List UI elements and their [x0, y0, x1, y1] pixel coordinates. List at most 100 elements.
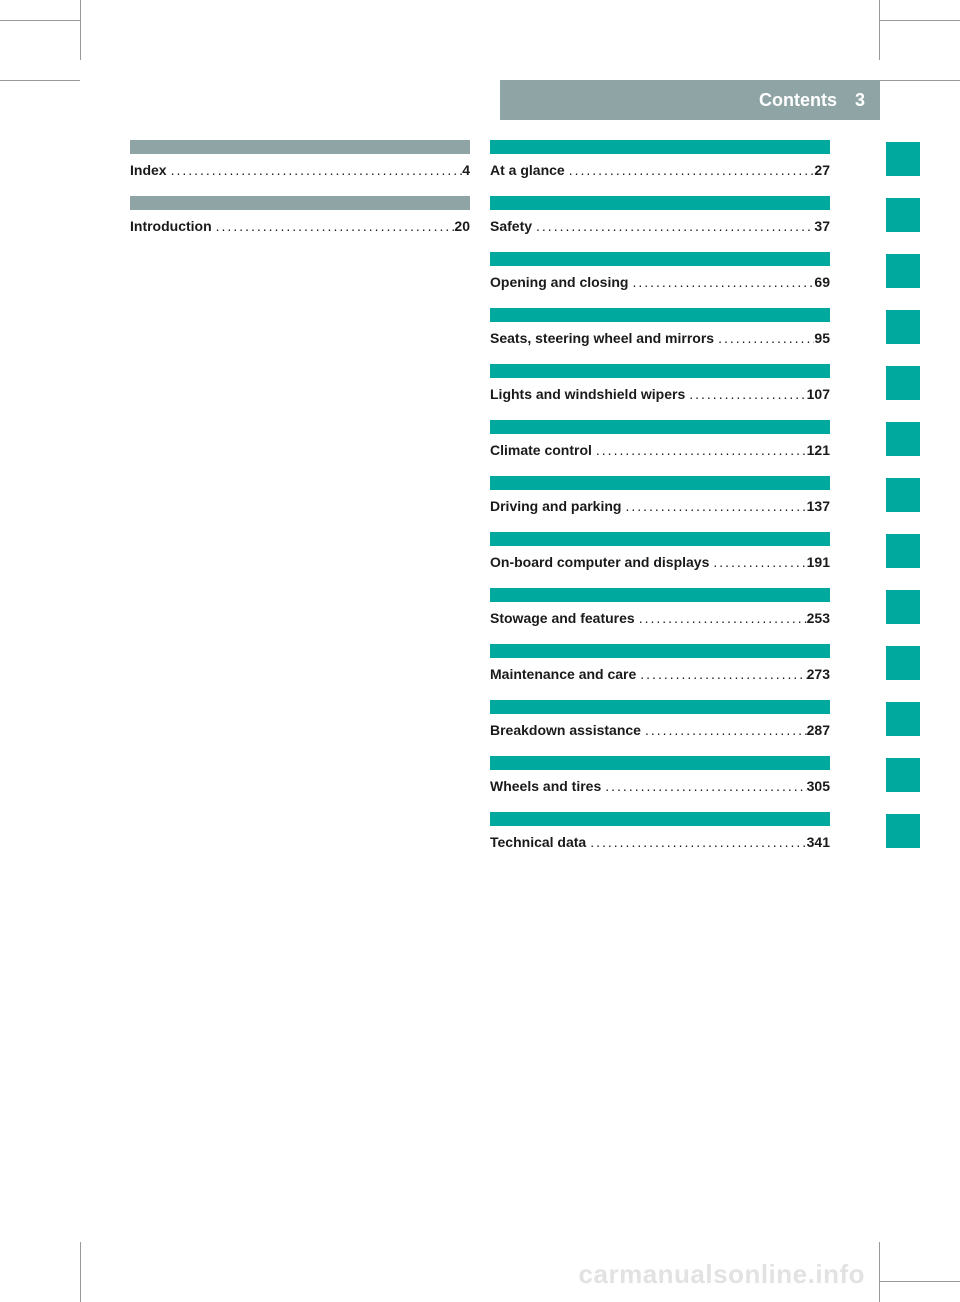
- toc-divider: [490, 756, 830, 770]
- toc-title: Climate control: [490, 442, 592, 458]
- toc-entry: Introduction............................…: [130, 196, 470, 234]
- toc-entry: Breakdown assistance....................…: [490, 700, 830, 738]
- toc-entry: Stowage and features....................…: [490, 588, 830, 626]
- toc-page-number: 69: [814, 274, 830, 290]
- header-bar: Contents 3: [500, 80, 880, 120]
- toc-title: Introduction: [130, 218, 212, 234]
- toc-dots: ........................................…: [592, 442, 807, 458]
- toc-title: Breakdown assistance: [490, 722, 641, 738]
- toc-dots: ........................................…: [635, 610, 807, 626]
- header-title: Contents: [759, 90, 847, 111]
- side-tab: [886, 142, 920, 176]
- toc-dots: ........................................…: [636, 666, 806, 682]
- toc-title: Safety: [490, 218, 532, 234]
- toc-entry: At a glance.............................…: [490, 140, 830, 178]
- toc-line: Index...................................…: [130, 162, 470, 178]
- toc-divider: [490, 700, 830, 714]
- toc-entry: On-board computer and displays..........…: [490, 532, 830, 570]
- crop-mark: [0, 20, 80, 21]
- toc-dots: ........................................…: [628, 274, 814, 290]
- toc-entry: Safety..................................…: [490, 196, 830, 234]
- toc-entry: Lights and windshield wipers............…: [490, 364, 830, 402]
- toc-title: Wheels and tires: [490, 778, 601, 794]
- toc-title: Technical data: [490, 834, 586, 850]
- crop-mark: [0, 80, 80, 81]
- toc-page-number: 253: [807, 610, 830, 626]
- side-tab: [886, 478, 920, 512]
- side-tab: [886, 590, 920, 624]
- toc-entry: Index...................................…: [130, 140, 470, 178]
- toc-divider: [490, 364, 830, 378]
- toc-divider: [490, 420, 830, 434]
- toc-entry: Climate control.........................…: [490, 420, 830, 458]
- toc-divider: [130, 140, 470, 154]
- side-tab: [886, 758, 920, 792]
- toc-divider: [490, 308, 830, 322]
- toc-entry: Wheels and tires........................…: [490, 756, 830, 794]
- toc-page-number: 273: [807, 666, 830, 682]
- toc-left-column: Index...................................…: [130, 140, 470, 868]
- page-number: 3: [855, 90, 865, 111]
- side-tabs: [886, 142, 920, 870]
- toc-page-number: 107: [807, 386, 830, 402]
- toc-divider: [490, 252, 830, 266]
- toc-entry: Driving and parking.....................…: [490, 476, 830, 514]
- toc-dots: ........................................…: [601, 778, 806, 794]
- toc-divider: [490, 476, 830, 490]
- side-tab: [886, 254, 920, 288]
- toc-line: Breakdown assistance....................…: [490, 722, 830, 738]
- toc-dots: ........................................…: [212, 218, 455, 234]
- side-tab: [886, 534, 920, 568]
- toc-page-number: 341: [807, 834, 830, 850]
- toc-entry: Technical data..........................…: [490, 812, 830, 850]
- page-frame: Contents 3 Index........................…: [0, 0, 960, 1302]
- toc-dots: ........................................…: [709, 554, 806, 570]
- crop-mark: [80, 0, 81, 60]
- toc-right-column: At a glance.............................…: [490, 140, 830, 868]
- toc-divider: [490, 532, 830, 546]
- crop-mark: [879, 1242, 880, 1302]
- toc-line: On-board computer and displays..........…: [490, 554, 830, 570]
- toc-page-number: 20: [454, 218, 470, 234]
- toc-dots: ........................................…: [641, 722, 807, 738]
- toc-title: At a glance: [490, 162, 565, 178]
- toc-page-number: 137: [807, 498, 830, 514]
- toc-dots: ........................................…: [167, 162, 463, 178]
- toc-divider: [490, 196, 830, 210]
- toc-divider: [490, 644, 830, 658]
- toc-line: Wheels and tires........................…: [490, 778, 830, 794]
- toc-title: Driving and parking: [490, 498, 621, 514]
- toc-line: Opening and closing.....................…: [490, 274, 830, 290]
- toc-entry: Maintenance and care....................…: [490, 644, 830, 682]
- crop-mark: [880, 80, 960, 81]
- toc-entry: Opening and closing.....................…: [490, 252, 830, 290]
- toc-title: On-board computer and displays: [490, 554, 709, 570]
- crop-mark: [879, 0, 880, 60]
- toc-line: At a glance.............................…: [490, 162, 830, 178]
- side-tab: [886, 366, 920, 400]
- toc-line: Lights and windshield wipers............…: [490, 386, 830, 402]
- toc-page-number: 95: [814, 330, 830, 346]
- side-tab: [886, 422, 920, 456]
- side-tab: [886, 702, 920, 736]
- toc-title: Opening and closing: [490, 274, 628, 290]
- toc-dots: ........................................…: [565, 162, 815, 178]
- toc-page-number: 287: [807, 722, 830, 738]
- toc-dots: ........................................…: [586, 834, 806, 850]
- side-tab: [886, 310, 920, 344]
- side-tab: [886, 198, 920, 232]
- toc-page-number: 37: [814, 218, 830, 234]
- toc-divider: [490, 812, 830, 826]
- toc-container: Index...................................…: [130, 140, 830, 868]
- toc-title: Seats, steering wheel and mirrors: [490, 330, 714, 346]
- toc-dots: ........................................…: [532, 218, 814, 234]
- toc-page-number: 305: [807, 778, 830, 794]
- toc-line: Maintenance and care....................…: [490, 666, 830, 682]
- toc-divider: [490, 140, 830, 154]
- toc-line: Stowage and features....................…: [490, 610, 830, 626]
- toc-page-number: 121: [807, 442, 830, 458]
- side-tab: [886, 646, 920, 680]
- side-tab: [886, 814, 920, 848]
- toc-title: Maintenance and care: [490, 666, 636, 682]
- toc-line: Technical data..........................…: [490, 834, 830, 850]
